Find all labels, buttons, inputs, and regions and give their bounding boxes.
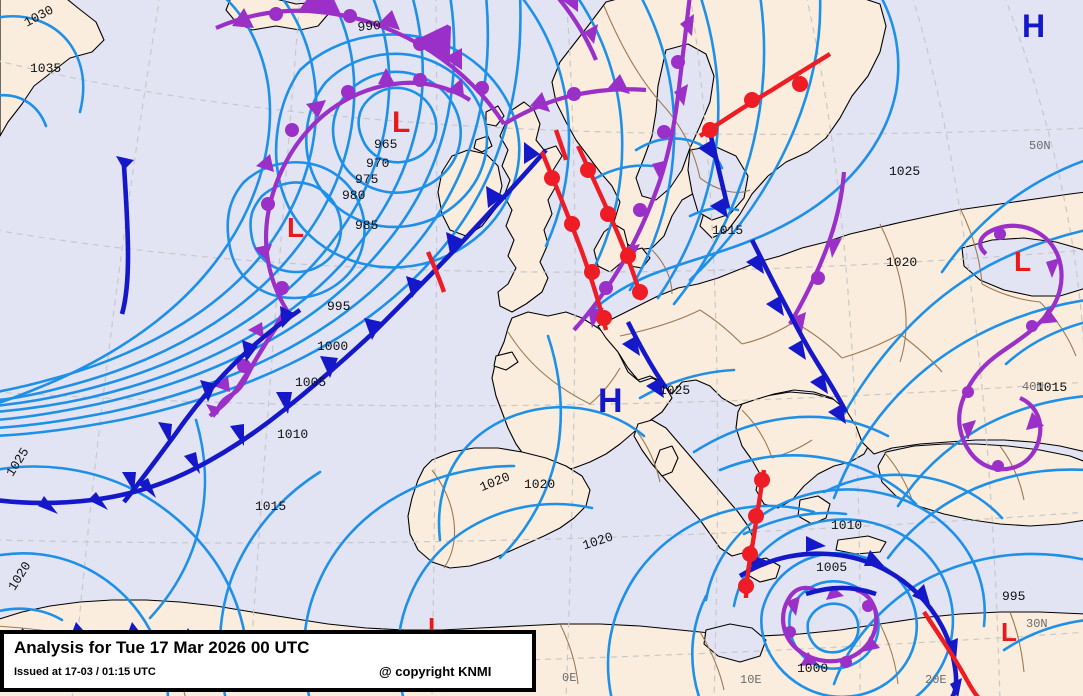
low-pressure-marker: L	[392, 106, 411, 139]
isobar-label: 985	[355, 218, 379, 233]
isobar-label: 995	[1002, 589, 1026, 604]
isobar-label: 1000	[317, 339, 349, 354]
isobar-label: 1020	[886, 255, 918, 270]
low-pressure-marker: L	[1001, 617, 1017, 647]
warm-front-symbols	[544, 76, 808, 594]
isobar-label: 990	[356, 17, 382, 35]
isobar-label: 1025	[889, 164, 921, 179]
longitude-label: 20E	[925, 673, 947, 687]
isobar-label: 1010	[277, 427, 309, 442]
isobar-label: 1025	[659, 383, 691, 398]
issued-time: Issued at 17-03 / 01:15 UTC	[14, 666, 156, 678]
isobar-label: 975	[355, 172, 379, 187]
isobar-label: 995	[327, 299, 351, 314]
latitude-label: 50N	[1029, 139, 1051, 153]
low-pressure-marker: L	[287, 212, 305, 243]
longitude-label: 0E	[562, 671, 577, 685]
isobar-label: 1035	[30, 61, 62, 76]
isobar-label: 980	[342, 188, 366, 203]
isobar-label: 970	[366, 156, 390, 171]
isobar-label: 965	[374, 137, 398, 152]
latitude-label: 40N	[1022, 380, 1044, 394]
low-pressure-marker: L	[1014, 246, 1032, 277]
isobar-label: 1015	[1036, 380, 1068, 395]
isobar-label: 1010	[831, 518, 863, 533]
caption-box: Analysis for Tue 17 Mar 2026 00 UTC Issu…	[0, 630, 536, 692]
analysis-title: Analysis for Tue 17 Mar 2026 00 UTC	[14, 638, 310, 657]
high-pressure-marker: H	[598, 382, 623, 420]
occluded-fronts	[208, 0, 1064, 664]
isobar-label: 1015	[255, 499, 287, 514]
high-pressure-marker: H	[1022, 8, 1046, 44]
isobar-label: 1000	[797, 661, 829, 676]
occluded-front-symbols	[206, 0, 1060, 668]
copyright-notice: @ copyright KNMI	[379, 664, 492, 679]
isobar-label: 1005	[816, 560, 848, 575]
isobar-label: 1020	[524, 477, 556, 492]
isobar-label: 1005	[295, 375, 327, 390]
isobar-label: 1015	[712, 223, 744, 238]
cold-front-symbols	[18, 140, 962, 696]
longitude-label: 10E	[740, 673, 762, 687]
latitude-label: 30N	[1026, 617, 1048, 631]
